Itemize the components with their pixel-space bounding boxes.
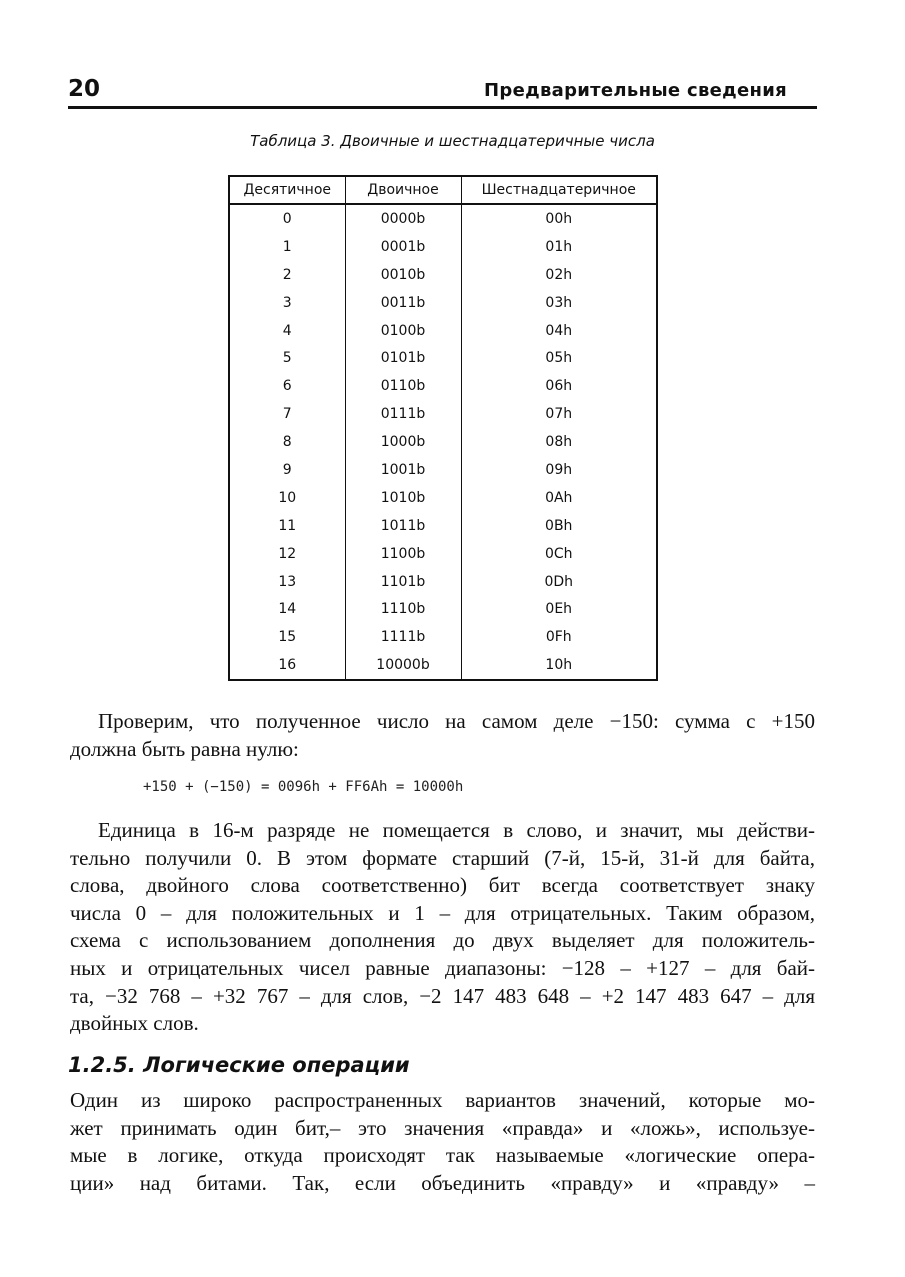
text-line: тельно получили 0. В этом формате старши… [70,845,815,870]
text-line: Проверим, что полученное число на самом … [98,709,815,733]
table-cell: 10 [228,483,346,512]
table-cell: 1001b [344,456,462,484]
table-cell: 0010b [344,260,462,289]
table-row: 13 1101b 0Dh [228,567,658,596]
paragraph-logic: Один из широко распространенных варианто… [70,1087,815,1197]
table-cell: 9 [228,456,346,484]
table-cell: 04h [460,316,658,345]
table-cell: 0Bh [460,511,658,540]
text-line: ции» над битами. Так, если объединить «п… [70,1170,815,1195]
table-cell: 11 [228,511,346,540]
table-row: 7 0111b 07h [228,400,658,429]
table-cell: 1000b [344,428,462,457]
text-line: мые в логике, откуда происходят так назы… [70,1143,815,1168]
text-line: схема с использованием дополнения до дву… [70,928,815,953]
table-row: 10 1010b 0Ah [228,483,658,512]
table-row: 8 1000b 08h [228,428,658,457]
table-cell: 1111b [344,623,462,652]
table-cell: 1101b [344,567,462,596]
table-cell: 0Eh [460,595,658,624]
table-cell: 14 [228,595,346,624]
table-cell: 1110b [344,595,462,624]
table-cell: 0Ch [460,539,658,568]
table-cell: 16 [228,651,346,681]
table-cell: 3 [228,288,346,317]
table-row: 14 1110b 0Eh [228,595,658,624]
text-line: жет принимать один бит,– это значения «п… [70,1115,815,1140]
table-row: 15 1111b 0Fh [228,623,658,652]
table-cell: 15 [228,623,346,652]
table-row: 2 0010b 02h [228,260,658,289]
table-row: 0 0000b 00h [228,204,658,233]
text-line: Один из широко распространенных варианто… [70,1088,815,1112]
text-line: Единица в 16-м разряде не помещается в с… [98,818,815,842]
table-cell: 6 [228,372,346,401]
table-cell: 06h [460,372,658,401]
table-cell: 10h [460,651,658,681]
running-title: Предварительные сведения [484,80,787,101]
table-cell: 0 [228,204,346,233]
table-cell: 0011b [344,288,462,317]
table-cell: 8 [228,428,346,457]
text-line: ных и отрицательных чисел равные диапазо… [70,955,815,980]
table-row: 1 0001b 01h [228,232,658,261]
table-cell: 05h [460,344,658,373]
table-row: 5 0101b 05h [228,344,658,373]
table-cell: 0101b [344,344,462,373]
table-cell: 5 [228,344,346,373]
table-cell: 12 [228,539,346,568]
table-cell: 1100b [344,539,462,568]
number-table: Десятичное Двоичное Шестнадцатеричное 0 000… [228,175,658,682]
paragraph-check: Проверим, что полученное число на самом … [70,708,815,763]
table-cell: 08h [460,428,658,457]
text-line: слова, двойного слова соответственно) би… [70,873,815,898]
table-cell: 0Fh [460,623,658,652]
table-cell: 1 [228,232,346,261]
table-row: 11 1011b 0Bh [228,511,658,540]
table-row: 4 0100b 04h [228,316,658,345]
table-cell: 0111b [344,400,462,429]
table-row: 3 0011b 03h [228,288,658,317]
table-row: 12 1100b 0Ch [228,539,658,568]
page-number: 20 [68,76,101,102]
table-cell: 07h [460,400,658,429]
column-header: Двоичное [344,175,462,205]
column-header: Шестнадцатеричное [460,175,658,205]
table-cell: 4 [228,316,346,345]
table-cell: 00h [460,204,658,233]
table-cell: 0001b [344,232,462,261]
table-cell: 01h [460,232,658,261]
table-row: 6 0110b 06h [228,372,658,401]
text-line: должна быть равна нулю: [70,736,299,761]
table-cell: 7 [228,400,346,429]
text-line: двойных слов. [70,1011,199,1036]
table-row: 16 10000b 10h [228,651,658,681]
table-cell: 1011b [344,511,462,540]
table-cell: 09h [460,456,658,484]
table-cell: 1010b [344,483,462,512]
table-cell: 0Ah [460,483,658,512]
table-caption: Таблица 3. Двоичные и шестнадцатеричные … [250,132,655,150]
section-heading: 1.2.5. Логические операции [68,1053,410,1077]
table-cell: 0100b [344,316,462,345]
code-line: +150 + (−150) = 0096h + FF6Ah = 10000h [143,779,464,795]
table-cell: 13 [228,567,346,596]
table-cell: 0110b [344,372,462,401]
text-line: числа 0 – для положительных и 1 – для от… [70,900,815,925]
table-cell: 03h [460,288,658,317]
column-header: Десятичное [228,175,346,205]
table-row: 9 1001b 09h [228,456,658,484]
header-rule [68,106,817,109]
text-line: та, −32 768 – +32 767 – для слов, −2 147… [70,983,815,1008]
table-cell: 2 [228,260,346,289]
table-cell: 02h [460,260,658,289]
paragraph-twos-complement: Единица в 16-м разряде не помещается в с… [70,817,815,1038]
table-cell: 0000b [344,204,462,233]
table-cell: 0Dh [460,567,658,596]
table-cell: 10000b [344,651,462,681]
